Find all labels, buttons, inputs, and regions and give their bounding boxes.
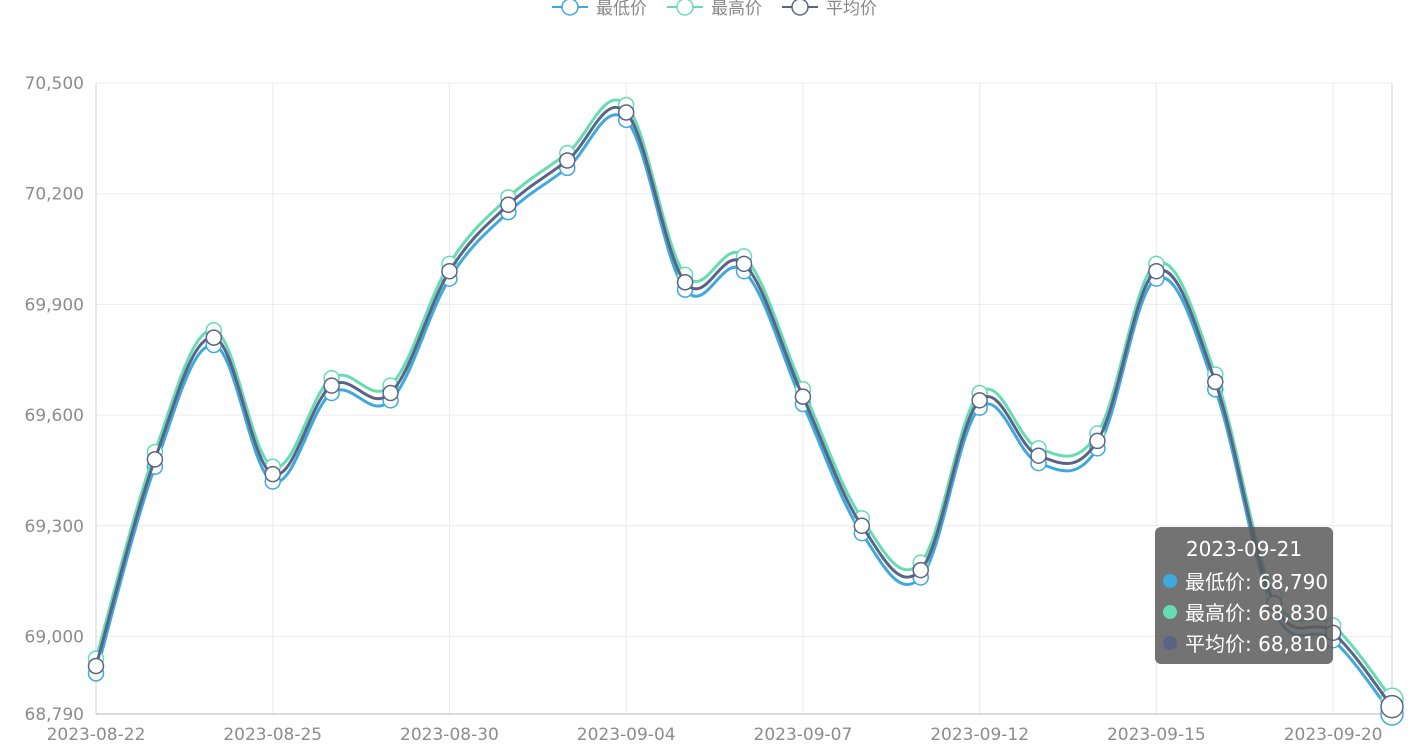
tooltip-date: 2023-09-21	[1185, 537, 1303, 561]
x-tick-label: 2023-09-15	[1107, 725, 1206, 745]
tooltip-row-avg: 平均价: 68,810	[1155, 627, 1333, 658]
y-tick-label: 70,500	[25, 74, 84, 94]
data-point-avg	[676, 274, 694, 291]
legend-item-max[interactable]: 最高价	[665, 0, 762, 19]
y-tick-label: 69,600	[25, 406, 84, 426]
data-point-avg	[1380, 694, 1404, 719]
x-tick-label: 2023-09-20	[1284, 725, 1383, 745]
legend-min-icon	[552, 0, 588, 16]
data-point-avg	[441, 262, 458, 280]
x-tick-label: 2023-08-30	[400, 725, 499, 745]
legend-avg-icon	[782, 0, 818, 16]
legend-item-min[interactable]: 最低价	[550, 0, 647, 19]
y-tick-label: 68,790	[25, 705, 84, 725]
legend-label-avg: 平均价	[826, 0, 877, 19]
tooltip-row-min: 最低价: 68,790	[1155, 565, 1333, 596]
data-point-avg	[1089, 432, 1106, 450]
x-tick-label: 2023-09-04	[577, 725, 676, 745]
legend-item-avg[interactable]: 平均价	[780, 0, 877, 19]
data-point-avg	[971, 392, 988, 409]
data-point-avg	[1207, 373, 1224, 391]
y-tick-label: 69,900	[25, 295, 84, 315]
data-point-avg	[559, 152, 576, 169]
chart-tooltip: 2023-09-21 最低价: 68,790 最高价: 68,830 平均价: …	[1155, 527, 1333, 664]
data-point-avg	[146, 451, 164, 468]
x-tick-label: 2023-09-12	[930, 725, 1029, 745]
data-point-avg	[323, 377, 340, 394]
legend-label-min: 最低价	[596, 0, 647, 19]
data-point-avg	[1148, 262, 1165, 280]
tooltip-row-max: 最高价: 68,830	[1155, 596, 1333, 627]
data-point-avg	[912, 561, 929, 579]
data-point-avg	[735, 255, 753, 273]
tooltip-avg-value: 平均价: 68,810	[1185, 632, 1329, 656]
tooltip-max-value: 最高价: 68,830	[1185, 601, 1329, 625]
data-point-avg	[382, 384, 399, 402]
tooltip-min-value: 最低价: 68,790	[1185, 570, 1329, 594]
data-point-avg	[264, 465, 281, 483]
data-point-avg	[500, 196, 517, 214]
tooltip-min-dot	[1163, 573, 1177, 588]
x-tick-label: 2023-08-25	[223, 725, 322, 745]
chart-legend: 最低价 最高价 平均价	[0, 0, 1427, 19]
data-point-avg	[794, 388, 812, 405]
tooltip-avg-dot	[1163, 635, 1177, 650]
y-tick-label: 70,200	[25, 185, 84, 205]
x-tick-label: 2023-09-07	[754, 725, 853, 745]
data-point-avg	[205, 329, 223, 346]
data-point-avg	[617, 104, 635, 121]
legend-max-icon	[667, 0, 703, 16]
data-point-avg	[87, 657, 105, 675]
legend-label-max: 最高价	[711, 0, 762, 19]
y-tick-label: 69,300	[25, 517, 84, 537]
data-point-avg	[1030, 447, 1047, 464]
x-tick-label: 2023-08-22	[47, 725, 146, 745]
y-tick-label: 69,000	[25, 628, 84, 648]
tooltip-max-dot	[1163, 604, 1177, 619]
data-point-avg	[853, 517, 871, 535]
